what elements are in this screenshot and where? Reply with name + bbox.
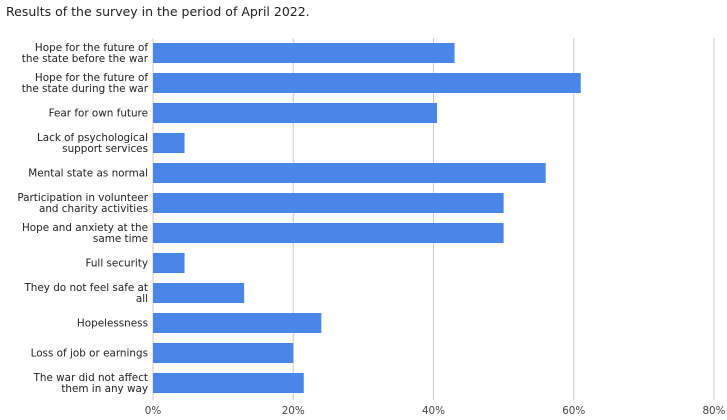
x-tick-labels: 0% 20% 40% 60% 80% (145, 405, 726, 417)
bar (153, 373, 304, 393)
category-label: Hope for the future of (35, 42, 148, 54)
x-tick-label: 40% (422, 405, 445, 417)
category-label: all (136, 293, 148, 305)
category-label: Fear for own future (49, 108, 148, 120)
category-label: Loss of job or earnings (31, 348, 148, 360)
category-label: Participation in volunteer (17, 192, 148, 204)
category-label: and charity activities (39, 203, 148, 215)
category-label: Hope and anxiety at the (22, 222, 148, 234)
bar (153, 313, 322, 333)
bar (153, 343, 294, 363)
category-label: Hope for the future of (35, 72, 148, 84)
x-tick-label: 20% (282, 405, 305, 417)
category-label: same time (93, 233, 148, 245)
category-label: Lack of psychological (37, 132, 148, 144)
category-label: the state during the war (22, 83, 149, 95)
x-tick-label: 60% (562, 405, 585, 417)
bar (153, 103, 438, 123)
bar (153, 43, 455, 63)
category-label: Full security (85, 258, 148, 270)
bar (153, 253, 185, 273)
bar (153, 193, 504, 213)
bar (153, 283, 245, 303)
bars (153, 43, 581, 393)
category-label: Hopelessness (77, 318, 148, 330)
gridlines (152, 38, 715, 400)
category-label: the state before the war (22, 53, 149, 65)
category-label: They do not feel safe at (23, 282, 148, 294)
category-label: Mental state as normal (28, 168, 148, 180)
bar (153, 73, 581, 93)
x-tick-label: 0% (145, 405, 162, 417)
chart-title: Results of the survey in the period of A… (6, 4, 310, 19)
bar (153, 163, 546, 183)
x-tick-label: 80% (702, 405, 725, 417)
category-label: The war did not affect (33, 372, 148, 384)
bar (153, 223, 504, 243)
category-label: them in any way (61, 383, 148, 395)
bar (153, 133, 185, 153)
category-label: support services (62, 143, 148, 155)
